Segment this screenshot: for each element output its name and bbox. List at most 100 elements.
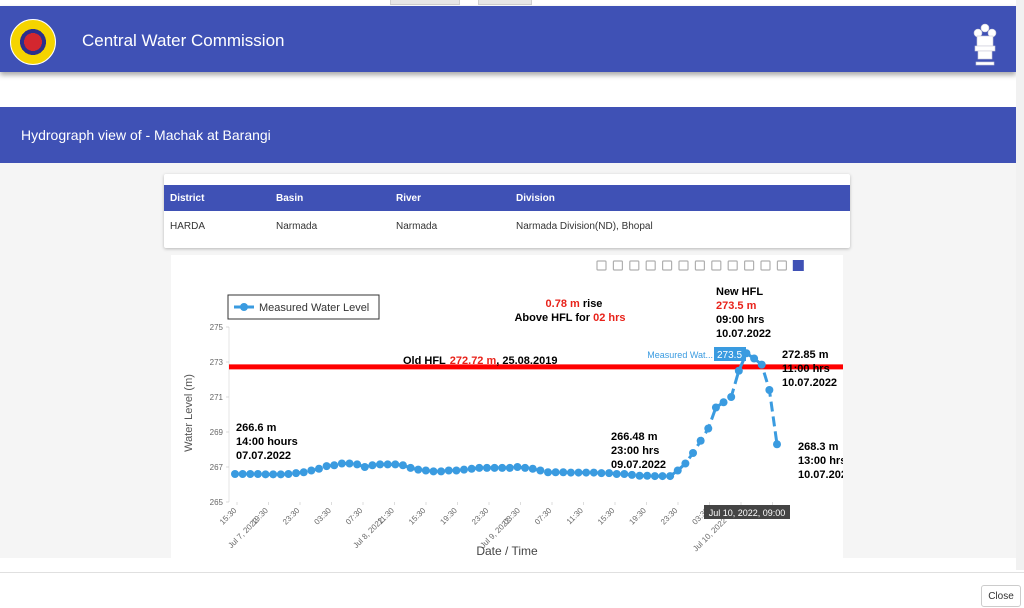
data-point[interactable] — [711, 403, 720, 412]
data-point[interactable] — [612, 470, 621, 478]
data-point[interactable] — [551, 468, 560, 477]
hover-compare-icon[interactable] — [776, 260, 788, 271]
old-hfl-annotation: Old HFL 272.72 m, 25.08.2019 — [403, 355, 557, 367]
data-point[interactable] — [566, 468, 575, 477]
data-point[interactable] — [269, 470, 278, 479]
data-point[interactable] — [505, 463, 514, 472]
data-point[interactable] — [292, 469, 301, 478]
measured-water-level-series[interactable] — [231, 349, 781, 481]
data-point[interactable] — [276, 470, 285, 479]
data-point[interactable] — [696, 436, 705, 445]
national-emblem-icon — [973, 23, 997, 66]
data-point[interactable] — [429, 467, 438, 476]
data-point[interactable] — [231, 470, 239, 478]
data-point[interactable] — [650, 472, 659, 481]
page-scrollbar[interactable] — [1016, 0, 1024, 570]
data-point[interactable] — [689, 449, 698, 457]
data-point[interactable] — [521, 463, 530, 472]
data-point[interactable] — [360, 463, 369, 471]
reset-axes-icon[interactable] — [727, 260, 738, 271]
data-point[interactable] — [719, 398, 728, 407]
data-point[interactable] — [528, 464, 537, 473]
data-point[interactable] — [452, 466, 461, 475]
info-table-header: District Basin River Division — [164, 185, 850, 211]
data-point[interactable] — [330, 461, 339, 470]
data-point[interactable] — [414, 465, 423, 474]
data-point[interactable] — [421, 466, 430, 475]
plotly-logo-icon[interactable] — [792, 260, 804, 271]
data-point[interactable] — [727, 393, 736, 401]
data-point[interactable] — [467, 464, 476, 473]
data-point[interactable] — [543, 468, 552, 477]
data-point[interactable] — [475, 463, 484, 472]
y-tick-label: 267 — [210, 463, 224, 472]
pan-icon[interactable] — [629, 260, 640, 271]
data-point[interactable] — [597, 469, 606, 478]
data-point[interactable] — [765, 386, 774, 394]
data-point[interactable] — [314, 464, 323, 473]
district-value: HARDA — [170, 221, 206, 232]
data-point[interactable] — [246, 470, 255, 478]
hover-closest-icon[interactable] — [760, 260, 771, 271]
y-tick-label: 265 — [210, 498, 224, 507]
camera-icon[interactable] — [596, 260, 607, 271]
data-point[interactable] — [605, 469, 614, 478]
data-point[interactable] — [253, 470, 262, 478]
data-point[interactable] — [307, 466, 316, 475]
spike-lines-icon[interactable] — [743, 260, 755, 271]
data-point[interactable] — [299, 468, 308, 477]
data-point[interactable] — [673, 466, 682, 475]
data-point[interactable] — [444, 466, 453, 475]
data-point[interactable] — [238, 470, 247, 478]
data-point[interactable] — [406, 463, 415, 472]
zoom-in-icon[interactable] — [678, 260, 689, 271]
data-point[interactable] — [635, 471, 644, 480]
data-point[interactable] — [643, 471, 652, 480]
data-point[interactable] — [337, 459, 346, 468]
data-point[interactable] — [261, 470, 270, 479]
data-point[interactable] — [589, 468, 598, 477]
zoom-icon[interactable] — [612, 260, 623, 271]
data-point[interactable] — [734, 366, 743, 375]
data-point[interactable] — [368, 461, 377, 470]
data-point[interactable] — [513, 463, 522, 471]
annotation-start-value: 266.6 m — [236, 422, 277, 434]
data-point[interactable] — [498, 463, 507, 472]
legend[interactable]: Measured Water Level — [227, 294, 380, 320]
data-point[interactable] — [750, 354, 759, 363]
data-point[interactable] — [353, 460, 362, 469]
data-point[interactable] — [391, 460, 400, 469]
data-point[interactable] — [627, 470, 636, 479]
hydrograph-chart[interactable]: 265 267 269 271 273 275 15:30 19:30 23:30 03:30 0… — [171, 255, 853, 558]
data-point[interactable] — [460, 465, 469, 474]
autoscale-icon[interactable] — [711, 260, 722, 271]
data-point[interactable] — [757, 360, 766, 369]
data-point[interactable] — [376, 460, 385, 469]
station-info-card: District Basin River Division HARDA Narm… — [164, 174, 850, 248]
data-point[interactable] — [582, 468, 591, 477]
zoom-out-icon[interactable] — [694, 260, 706, 271]
hydrograph-plot-container: 265 267 269 271 273 275 15:30 19:30 23:30 03:30 0… — [171, 255, 853, 558]
data-point[interactable] — [322, 462, 331, 471]
data-point[interactable] — [536, 466, 545, 475]
data-point[interactable] — [398, 461, 407, 470]
data-point[interactable] — [681, 459, 690, 468]
data-point[interactable] — [437, 467, 446, 476]
lasso-select-icon[interactable] — [662, 260, 673, 271]
top-tab-stub — [478, 0, 532, 5]
annotation-new-hfl-title: New HFL — [716, 286, 763, 298]
box-select-icon[interactable] — [645, 260, 656, 271]
data-point[interactable] — [284, 470, 293, 478]
data-point[interactable] — [490, 463, 499, 472]
data-point[interactable] — [773, 440, 781, 449]
data-point[interactable] — [559, 468, 568, 477]
data-point[interactable] — [658, 472, 667, 481]
data-point[interactable] — [383, 460, 392, 469]
data-point[interactable] — [704, 424, 713, 433]
data-point[interactable] — [574, 468, 583, 477]
data-point[interactable] — [666, 472, 675, 481]
data-point[interactable] — [620, 470, 629, 478]
data-point[interactable] — [345, 459, 354, 468]
close-button[interactable]: Close — [981, 585, 1021, 607]
data-point[interactable] — [482, 463, 491, 472]
